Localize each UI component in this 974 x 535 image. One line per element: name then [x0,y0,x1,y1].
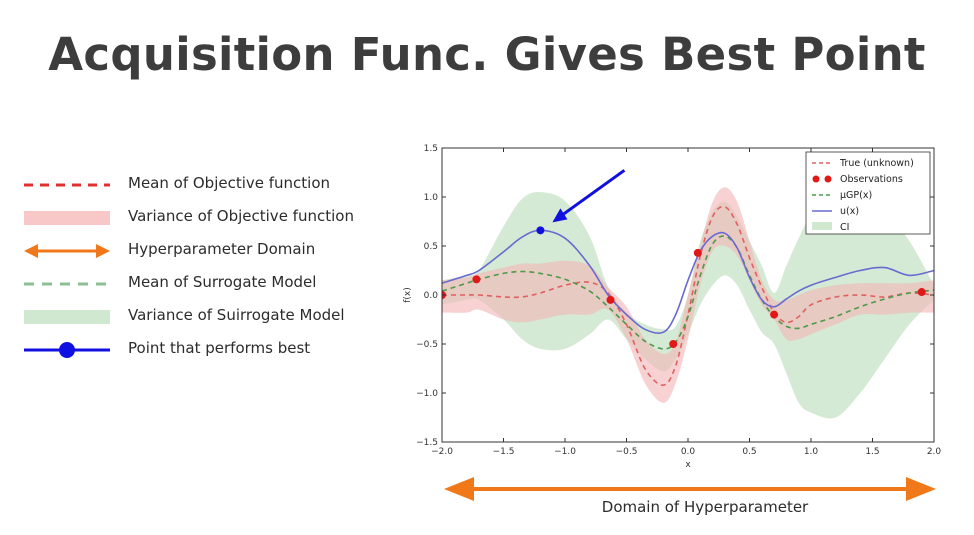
observation-point [770,310,779,319]
best-point [536,226,545,235]
observation-point [917,288,926,297]
objective-variance-band [442,187,934,403]
legend-item-objective-variance: Variance of Objective function [22,203,402,233]
observation-point [472,275,481,284]
legend-ci-swatch [812,222,832,230]
x-tick-label: −0.5 [616,447,638,457]
x-tick-label: −2.0 [431,447,453,457]
x-axis-label: x [685,460,691,470]
legend-label: Point that performs best [128,339,311,357]
surrogate-mean-line [442,235,934,350]
legend-entry: True (unknown) [839,158,914,169]
x-tick-label: 0.0 [681,447,696,457]
y-tick-label: 0.0 [424,291,439,301]
x-tick-label: −1.0 [554,447,576,457]
x-tick-label: −1.5 [493,447,515,457]
y-tick-label: −1.0 [416,389,438,399]
chart-legend-box [805,151,931,235]
acquisition-chart: −2.0 −1.5 −1.0 −0.5 0.0 0.5 1.0 1.5 2.01.51.00.5… [403,144,942,470]
observation-point [669,340,678,348]
red-dashed-line-icon [24,183,110,187]
legend-entry: CI [840,222,849,233]
y-tick-label: 1.5 [424,144,438,154]
blue-line-with-dot-icon [24,342,110,358]
y-tick-label: 0.5 [424,242,438,252]
legend-label: Hyperparameter Domain [128,240,316,258]
x-tick-label: 2.0 [927,447,942,457]
green-band-icon [24,310,110,324]
legend-item-objective-mean: Mean of Objective function [22,170,402,200]
legend-entry: Observations [840,174,903,185]
pink-band-icon [24,211,110,225]
legend-entry: u(x) [840,206,859,217]
y-tick-label: −1.5 [416,438,438,448]
orange-double-arrow-icon [24,244,110,258]
y-axis-label: f(x) [403,287,413,303]
y-tick-label: −0.5 [416,340,438,350]
legend-item-surrogate-variance: Variance of Suirrogate Model [22,302,402,332]
slide-title: Acquisition Func. Gives Best Point [48,28,926,81]
legend-item-surrogate-mean: Mean of Surrogate Model [22,269,402,299]
legend-obs-swatch [824,175,832,183]
best-point-arrowhead [552,208,568,223]
x-tick-label: 0.5 [742,447,756,457]
observation-point [606,295,615,304]
x-tick-label: 1.0 [804,447,819,457]
green-dashed-line-icon [24,282,110,286]
domain-label: Domain of Hyperparameter [601,498,809,516]
legend-entry: μGP(x) [840,190,872,201]
y-tick-label: 1.0 [424,193,439,203]
plot-area [442,187,934,419]
domain-double-arrow-icon [444,477,936,501]
legend-label: Variance of Suirrogate Model [128,306,345,324]
legend-label: Mean of Objective function [128,174,331,192]
best-point-arrow [559,169,626,218]
legend-label: Mean of Surrogate Model [128,273,317,291]
legend-item-best-point: Point that performs best [22,335,402,365]
x-tick-label: 1.5 [865,447,879,457]
legend-obs-swatch [812,175,820,183]
legend-item-hyperparameter-domain: Hyperparameter Domain [22,236,402,266]
observation-point [693,248,702,257]
legend-label: Variance of Objective function [128,207,354,225]
